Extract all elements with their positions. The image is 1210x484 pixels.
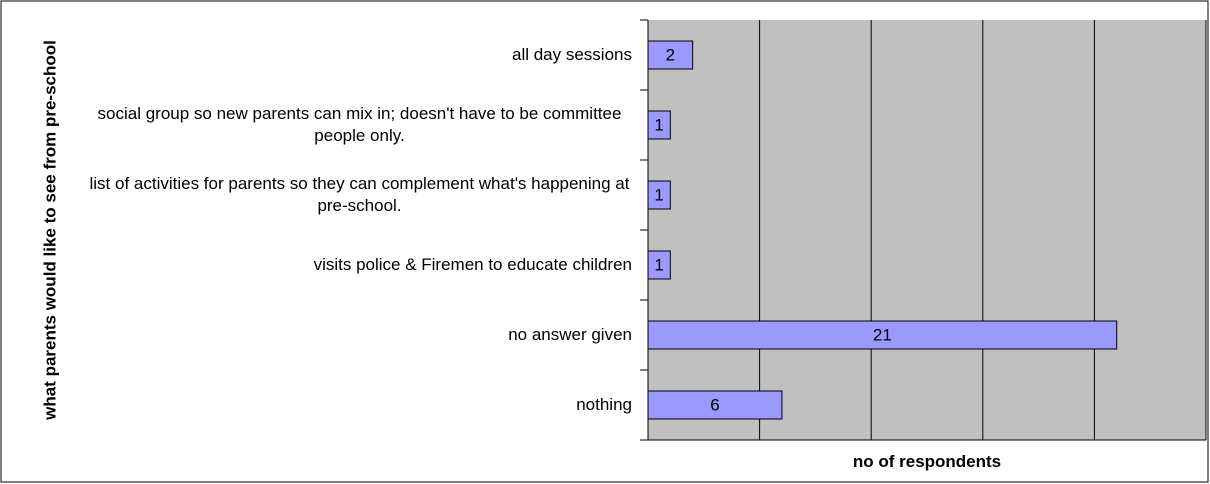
bar	[647, 110, 671, 140]
value-label: 21	[873, 325, 892, 344]
value-label: 1	[654, 185, 663, 204]
y-axis-title: what parents would like to see from pre-…	[40, 40, 60, 420]
plot-area	[648, 20, 1206, 440]
bar	[647, 250, 671, 280]
value-label: 1	[654, 115, 663, 134]
y-tick-label: social group so new parents can mix in; …	[97, 104, 622, 145]
y-tick-label: list of activities for parents so they c…	[89, 174, 630, 215]
bar	[647, 320, 1118, 350]
value-label: 1	[654, 255, 663, 274]
value-label: 6	[710, 395, 719, 414]
bar	[647, 390, 783, 420]
y-tick-label: all day sessions	[511, 45, 632, 64]
value-label: 2	[666, 45, 675, 64]
x-axis-title: no of respondents	[852, 452, 1002, 471]
y-tick-label: nothing	[576, 395, 632, 414]
bar	[647, 180, 671, 210]
y-tick-label: visits police & Firemen to educate child…	[313, 255, 632, 274]
y-tick-label: no answer given	[508, 325, 632, 344]
bar	[647, 40, 694, 70]
